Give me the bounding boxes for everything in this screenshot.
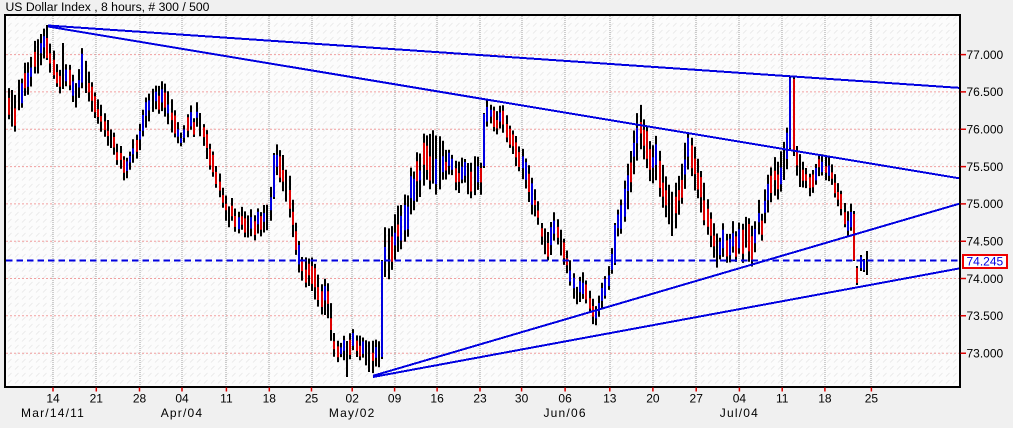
svg-text:02: 02 xyxy=(346,392,360,406)
svg-text:Mar/14/11: Mar/14/11 xyxy=(21,406,85,420)
svg-text:74.500: 74.500 xyxy=(967,235,1004,249)
svg-text:06: 06 xyxy=(558,392,572,406)
svg-text:73.000: 73.000 xyxy=(967,347,1004,361)
svg-text:74.245: 74.245 xyxy=(967,255,1004,269)
svg-text:Jun/06: Jun/06 xyxy=(543,406,586,420)
svg-text:25: 25 xyxy=(865,392,879,406)
svg-text:75.500: 75.500 xyxy=(967,160,1004,174)
svg-text:30: 30 xyxy=(515,392,529,406)
svg-text:77.000: 77.000 xyxy=(967,48,1004,62)
svg-text:76.500: 76.500 xyxy=(967,85,1004,99)
svg-text:14: 14 xyxy=(46,392,60,406)
svg-text:Jul/04: Jul/04 xyxy=(720,406,759,420)
svg-text:16: 16 xyxy=(430,392,444,406)
svg-text:25: 25 xyxy=(305,392,319,406)
svg-text:US Dollar Index , 8 hours, # 3: US Dollar Index , 8 hours, # 300 / 500 xyxy=(6,0,210,14)
svg-text:21: 21 xyxy=(90,392,104,406)
svg-text:11: 11 xyxy=(220,392,233,406)
svg-text:Apr/04: Apr/04 xyxy=(161,406,204,420)
svg-text:13: 13 xyxy=(603,392,617,406)
svg-text:04: 04 xyxy=(733,392,747,406)
svg-text:76.000: 76.000 xyxy=(967,123,1004,137)
svg-text:18: 18 xyxy=(818,392,832,406)
svg-text:May/02: May/02 xyxy=(329,406,376,420)
svg-text:11: 11 xyxy=(776,392,789,406)
svg-text:18: 18 xyxy=(263,392,277,406)
svg-text:28: 28 xyxy=(133,392,147,406)
svg-text:23: 23 xyxy=(473,392,487,406)
svg-text:04: 04 xyxy=(175,392,189,406)
svg-text:75.000: 75.000 xyxy=(967,197,1004,211)
svg-text:74.000: 74.000 xyxy=(967,272,1004,286)
svg-text:27: 27 xyxy=(690,392,704,406)
svg-text:20: 20 xyxy=(646,392,660,406)
svg-text:09: 09 xyxy=(388,392,402,406)
svg-text:73.500: 73.500 xyxy=(967,309,1004,323)
